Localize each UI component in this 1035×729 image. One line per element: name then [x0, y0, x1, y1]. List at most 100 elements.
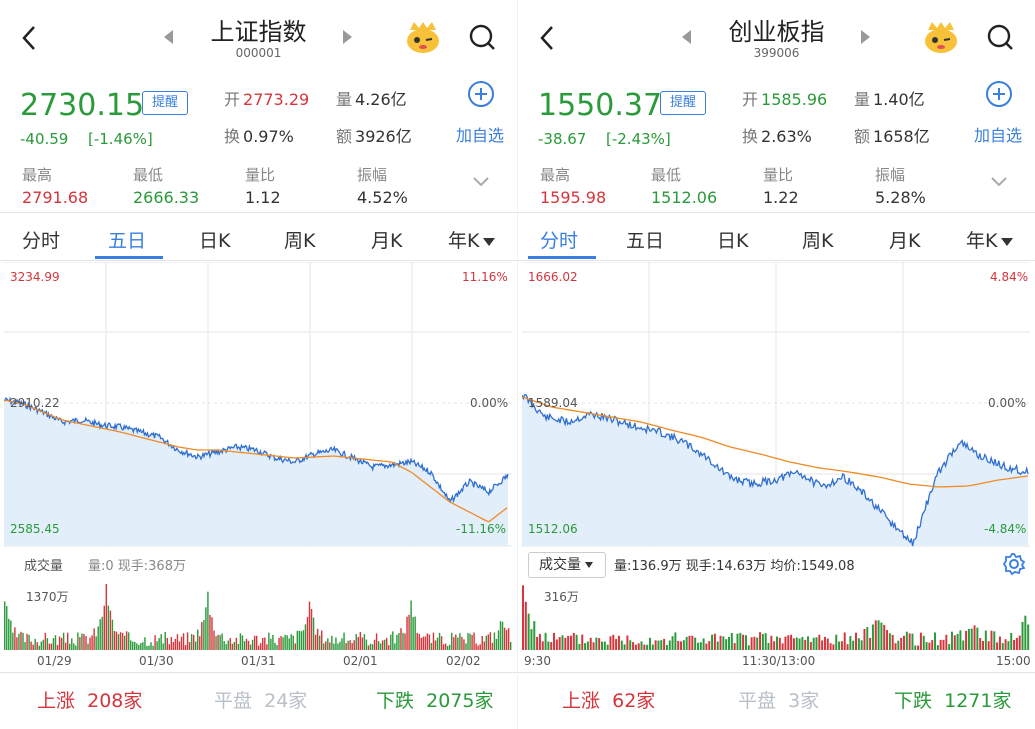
tab-day-k[interactable]: 日K [199, 230, 231, 252]
volume-bar [572, 633, 575, 650]
tab-year-k[interactable]: 年K [448, 226, 496, 253]
chevron-down-icon[interactable] [472, 176, 490, 188]
volume-bar [101, 616, 103, 650]
volume-bar [73, 643, 75, 650]
volume-bar [620, 640, 623, 650]
volume-bar [499, 621, 502, 650]
tab-year-k[interactable]: 年K [966, 226, 1014, 253]
volume-bar [998, 636, 1001, 650]
remind-button[interactable]: 提醒 [660, 91, 706, 115]
volume-bar [956, 633, 959, 650]
volume-bar [840, 641, 843, 650]
remind-button[interactable]: 提醒 [142, 91, 188, 115]
volume-bar [160, 634, 162, 650]
volume-bar [485, 635, 487, 650]
tab-week-k[interactable]: 周K [802, 230, 834, 252]
tab-month-k[interactable]: 月K [371, 230, 403, 252]
tab-intraday[interactable]: 分时 [540, 230, 579, 252]
amplitude-value: 4.52% [357, 188, 408, 207]
volume-bar [711, 634, 714, 650]
tab-week-k[interactable]: 周K [284, 230, 316, 252]
pct-axis-max: 11.16% [462, 270, 508, 284]
volume-bar [408, 614, 410, 650]
low-label: 最低 [133, 166, 164, 184]
tab-day-k[interactable]: 日K [717, 230, 749, 252]
volume-bar [982, 641, 984, 650]
volume-bar [327, 638, 329, 650]
decliners[interactable]: 下跌 1271家 [894, 690, 1012, 712]
next-index-icon[interactable] [343, 30, 352, 44]
volume-bar [696, 642, 699, 650]
decliners[interactable]: 下跌 2075家 [376, 690, 494, 712]
volume-bar [891, 634, 894, 650]
volume-bar [894, 643, 897, 650]
volume-bar [69, 643, 71, 650]
volume-bar [773, 641, 776, 650]
unchanged[interactable]: 平盘 3家 [738, 690, 820, 712]
volume-bar [166, 638, 168, 650]
prev-index-icon[interactable] [164, 30, 173, 44]
y-axis-max: 1666.02 [528, 270, 578, 284]
chinext-index-panel: 创业板指 399006 1550.37 提醒 -38.67 [-2.43%] 开… [518, 0, 1035, 729]
next-index-icon[interactable] [861, 30, 870, 44]
prev-index-icon[interactable] [682, 30, 691, 44]
volume-bar [231, 643, 233, 650]
volume-bar [903, 635, 905, 650]
volume-bar [168, 644, 171, 650]
search-icon[interactable] [985, 22, 1015, 52]
add-watchlist-label[interactable]: 加自选 [974, 126, 1023, 145]
mascot-icon[interactable] [922, 20, 960, 54]
volume-bar [471, 635, 473, 650]
gear-icon[interactable] [1002, 552, 1026, 576]
tab-month-k[interactable]: 月K [889, 230, 921, 252]
volume-bar [260, 643, 262, 650]
volume-bar [349, 640, 351, 650]
volume-bar [388, 645, 390, 650]
volume-bar [965, 630, 968, 650]
volume-bar [646, 644, 649, 650]
tab-five-day[interactable]: 五日 [626, 230, 665, 252]
volume-bar [410, 600, 412, 650]
volume-bar [178, 641, 181, 650]
add-watchlist-label[interactable]: 加自选 [456, 126, 505, 145]
pct-axis-min: -4.84% [984, 522, 1027, 536]
x-label: 02/01 [343, 654, 378, 668]
volume-bar [251, 639, 254, 650]
advancers[interactable]: 上涨 208家 [37, 690, 143, 712]
y-axis-mid: 2910.22 [10, 396, 60, 410]
back-arrow-icon[interactable] [536, 24, 560, 52]
search-icon[interactable] [467, 22, 497, 52]
five-day-price-chart[interactable] [4, 262, 512, 547]
unchanged[interactable]: 平盘 24家 [214, 690, 308, 712]
volume-bar [154, 635, 156, 650]
volume-max-label: 316万 [544, 590, 579, 604]
volume-bar [373, 639, 376, 650]
back-arrow-icon[interactable] [18, 24, 42, 52]
volume-bar [538, 633, 541, 650]
add-watchlist-icon[interactable] [985, 80, 1013, 108]
volume-bar [134, 641, 136, 650]
volume-bar [609, 636, 612, 650]
volume-bar-chart[interactable] [522, 580, 1030, 650]
volume-bar [640, 641, 643, 650]
volume-bar [495, 638, 498, 650]
average-line [522, 396, 1029, 488]
volume-bar [807, 636, 810, 650]
chevron-down-icon[interactable] [990, 176, 1008, 188]
tab-intraday[interactable]: 分时 [22, 230, 61, 252]
volume-bar [925, 642, 928, 650]
volume-bar [440, 636, 443, 650]
volume-bar [239, 633, 242, 650]
volume-bar [530, 629, 533, 650]
advancers[interactable]: 上涨 62家 [562, 690, 656, 712]
intraday-price-chart[interactable] [522, 262, 1030, 547]
volume-bar [56, 645, 59, 650]
tab-five-day[interactable]: 五日 [108, 230, 147, 252]
volume-bar [860, 640, 863, 650]
volume-bar [790, 634, 793, 650]
volume-indicator-select[interactable]: 成交量 [528, 552, 606, 578]
volume-bar [691, 635, 694, 650]
add-watchlist-icon[interactable] [467, 80, 495, 108]
mascot-icon[interactable] [404, 20, 442, 54]
volume-bar-chart[interactable] [4, 580, 512, 650]
